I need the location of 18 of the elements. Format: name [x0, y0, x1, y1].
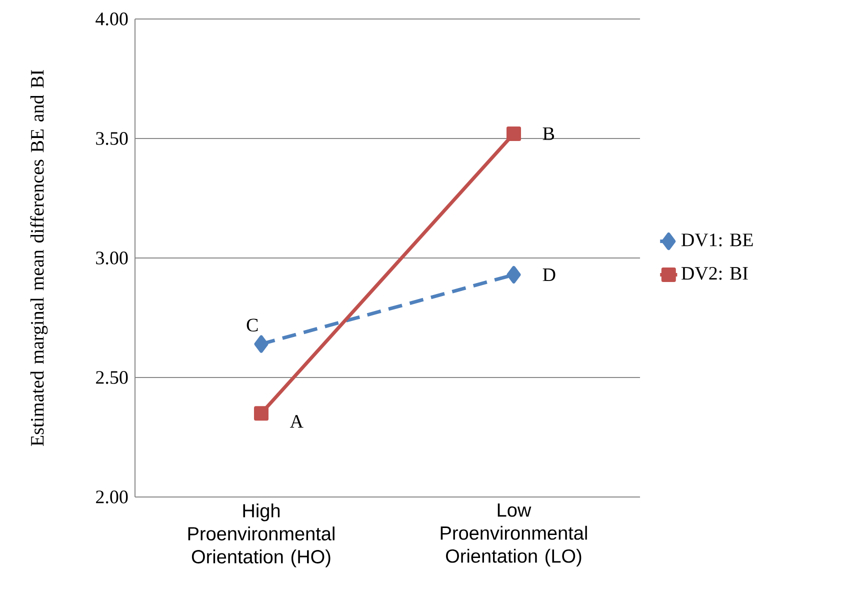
y-tick-label: 3.50	[96, 132, 128, 145]
legend-label: DV1: BE	[681, 234, 753, 246]
point	[254, 406, 268, 421]
x-tick-label: Low Proenvironmental Orientation (LO)	[440, 504, 587, 567]
point	[506, 126, 522, 141]
annotation: D	[542, 268, 556, 281]
y-tick-label: 2.00	[96, 490, 128, 504]
y-tick-label: 3.00	[96, 252, 128, 264]
y-axis-title: Estimated marginal mean differences BE and BI	[30, 70, 48, 446]
legend-label: DV2: BI	[681, 266, 748, 280]
annotation: C	[246, 318, 258, 332]
x-tick-label: High Proenvironmental Orientation (HO)	[188, 504, 334, 568]
point	[254, 335, 268, 353]
point	[506, 266, 521, 284]
y-tick-label: 2.50	[96, 371, 128, 384]
annotation: B	[542, 127, 554, 140]
y-tick-label: 4.00	[96, 12, 128, 26]
annotation: A	[290, 415, 304, 428]
